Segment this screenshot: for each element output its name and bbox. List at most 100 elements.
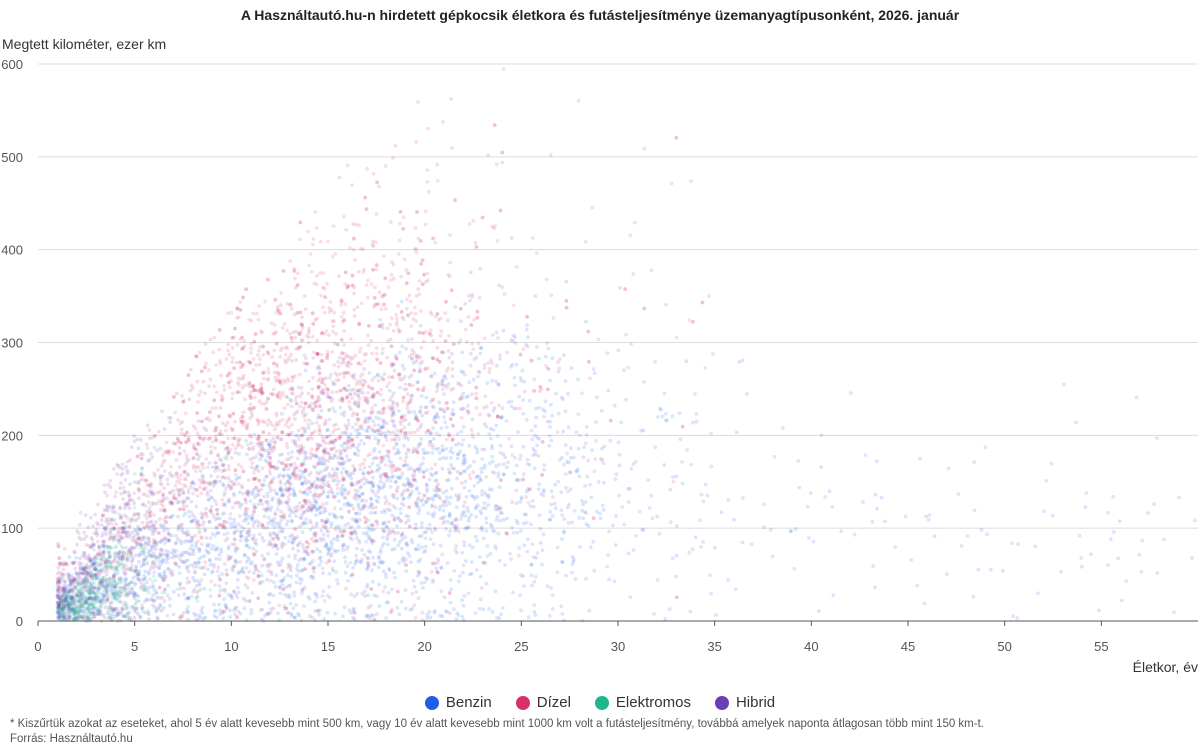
data-point [442, 415, 446, 419]
data-point [428, 472, 433, 476]
data-point [236, 522, 241, 527]
data-point [402, 257, 407, 262]
data-point [442, 500, 447, 505]
data-point [972, 460, 977, 464]
data-point [525, 462, 530, 466]
data-point [268, 443, 272, 447]
data-point [214, 426, 219, 430]
data-point [290, 306, 294, 311]
data-point [327, 512, 332, 517]
data-point [210, 465, 215, 469]
data-point [663, 617, 668, 621]
data-point [449, 587, 454, 592]
data-point [112, 578, 117, 583]
data-point [296, 611, 300, 616]
data-point [383, 510, 388, 515]
data-point [285, 611, 290, 616]
data-point [511, 530, 516, 535]
data-point [406, 463, 410, 468]
data-point [460, 570, 465, 575]
data-point [321, 589, 326, 594]
data-point [244, 538, 248, 543]
data-point [406, 480, 411, 485]
data-point [307, 596, 312, 601]
data-point [529, 573, 534, 578]
data-point [342, 495, 346, 500]
data-point [547, 434, 552, 438]
data-point [357, 518, 362, 522]
data-point [592, 371, 597, 375]
data-point [259, 453, 264, 458]
data-point [351, 565, 355, 570]
data-point [674, 553, 679, 558]
data-point [242, 519, 246, 523]
data-point [345, 501, 350, 506]
data-point [380, 560, 385, 565]
data-point [200, 473, 205, 478]
data-point [81, 609, 86, 613]
data-point [115, 613, 120, 618]
data-point [262, 402, 267, 407]
data-point [674, 474, 679, 479]
data-point [270, 498, 274, 503]
data-point [280, 461, 284, 465]
data-point [350, 396, 354, 401]
data-point [82, 589, 87, 593]
data-point [549, 586, 553, 590]
data-point [272, 525, 277, 530]
data-point [316, 485, 320, 490]
data-point [89, 601, 94, 606]
data-point [400, 471, 405, 475]
data-point [590, 448, 594, 453]
data-point [362, 352, 367, 357]
data-point [319, 352, 324, 357]
data-point [146, 500, 151, 505]
data-point [204, 361, 208, 366]
data-point [352, 314, 357, 319]
data-point [576, 412, 581, 417]
data-point [276, 611, 280, 616]
data-point [290, 519, 294, 524]
data-point [703, 366, 708, 370]
data-point [115, 571, 119, 576]
data-point [521, 574, 525, 579]
data-point [254, 549, 259, 554]
data-point [254, 542, 259, 547]
data-point [387, 459, 392, 463]
data-point [216, 453, 221, 458]
data-point [281, 569, 285, 574]
data-point [312, 493, 317, 498]
data-point [209, 449, 214, 454]
data-point [368, 464, 372, 469]
data-point [370, 386, 375, 391]
data-point [524, 417, 529, 422]
data-point [293, 615, 297, 620]
data-point [397, 561, 401, 565]
data-point [976, 567, 981, 572]
data-point [447, 511, 452, 516]
data-point [460, 350, 465, 355]
data-point [446, 477, 451, 482]
data-point [602, 480, 606, 485]
data-point [409, 560, 413, 565]
data-point [315, 595, 319, 600]
data-point [430, 443, 435, 447]
data-point [509, 236, 514, 240]
data-point [335, 466, 340, 471]
data-point [367, 371, 372, 375]
data-point [84, 570, 89, 574]
data-point [210, 511, 214, 516]
data-point [498, 208, 503, 213]
data-point [535, 435, 540, 440]
data-point [380, 486, 385, 491]
data-point [405, 306, 409, 311]
data-point [482, 447, 487, 452]
data-point [377, 485, 382, 489]
data-point [197, 581, 202, 586]
data-point [289, 352, 293, 357]
data-point [357, 494, 361, 499]
data-point [354, 517, 359, 522]
data-point [430, 404, 435, 409]
data-point [400, 537, 405, 542]
data-point [461, 425, 466, 429]
